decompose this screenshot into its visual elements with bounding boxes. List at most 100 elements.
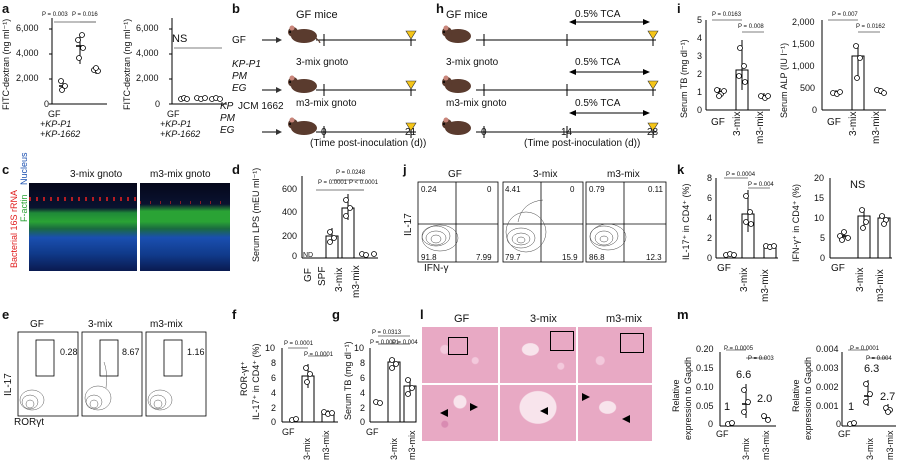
h-row2: 3-mix gnoto [446, 57, 499, 68]
i2-plot [821, 19, 887, 111]
h-tick-0: 0 [481, 127, 487, 138]
a2-group-gf: GF [167, 109, 180, 119]
k2-group-3mix: 3-mix [855, 267, 866, 292]
b-mouse-icon-3 [286, 116, 320, 136]
b-timeline [262, 30, 417, 138]
g-ytick-2: 4 [360, 388, 366, 398]
panel-k-label: k [677, 162, 685, 177]
j-gf-q2: 0 [487, 185, 492, 194]
j-ylabel: IL-17 [403, 213, 414, 236]
k1-ytick-1: 2 [707, 233, 713, 243]
m2-group-gf: GF [838, 429, 851, 439]
j-m3mix-q3: 86.8 [589, 253, 605, 262]
m1-ytick-0: 0 [708, 419, 714, 429]
e-title-m3mix: m3-mix [150, 319, 183, 330]
panel-c-label: c [2, 162, 10, 177]
l-he-gf-high [422, 385, 498, 441]
g-ytick-5: 10 [354, 343, 365, 353]
f-ytick-5: 10 [265, 343, 276, 353]
i2-ytick-0: 0 [812, 105, 818, 115]
i2-ytick-1: 500 [800, 83, 816, 93]
j-m3mix-q1: 0.79 [589, 185, 605, 194]
e-title-3mix: 3-mix [88, 319, 113, 330]
g-ytick-3: 6 [360, 373, 366, 383]
i1-ytick-3: 3 [697, 51, 703, 61]
a2-ytick-2: 4,000 [136, 48, 159, 58]
h-tca-3: 0.5% TCA [575, 98, 621, 109]
j-gf-q1: 0.24 [421, 185, 437, 194]
f-ylabel-2: IL-17⁺ in CD4⁺ (%) [251, 343, 261, 420]
a2-ytick-3: 6,000 [136, 23, 159, 33]
j-m3mix-q2: 0.11 [648, 185, 663, 194]
j-3mix-q4: 15.9 [562, 253, 578, 262]
i1-ytick-0: 0 [697, 105, 703, 115]
l-title-m3mix: m3-mix [606, 313, 643, 325]
i2-group-m3mix: m3-mix [871, 111, 882, 144]
b-tick-21: 21 [405, 127, 417, 138]
g-ytick-0: 0 [360, 417, 366, 427]
m1-ylabel-2: expression to Gapdh [683, 356, 693, 440]
e-title-gf: GF [30, 319, 44, 330]
h-xlabel: (Time post-inoculation (d)) [524, 138, 641, 149]
b-row2-mouse-label: 3-mix gnoto [296, 57, 349, 68]
m2-ylabel-2: expression to Gapdh [803, 356, 813, 440]
j-title-m3mix: m3-mix [607, 169, 640, 180]
f-group-gf: GF [282, 427, 295, 437]
i1-group-m3mix: m3-mix [755, 111, 766, 144]
m1-ytick-2: 0.10 [696, 382, 714, 392]
l-title-gf: GF [454, 313, 470, 325]
i2-ytick-4: 2,000 [792, 17, 815, 27]
i1-ytick-1: 1 [697, 87, 703, 97]
i2-pvalue-1: P = 0.007 [832, 12, 858, 18]
d-group-spf: SPF [317, 266, 328, 286]
a1-plot [49, 18, 107, 105]
i1-pvalue-2: P = 0.008 [738, 24, 764, 30]
k2-ytick-4: 20 [814, 173, 825, 183]
c-fluorescence-3mix [29, 183, 137, 271]
j-gf-q4: 7.99 [476, 253, 492, 262]
h-tick-14: 14 [561, 127, 573, 138]
g-plot [369, 335, 417, 423]
a1-group-kpp1: +KP-P1 [40, 119, 72, 129]
m2-pvalue-1: P = 0.0001 [850, 346, 880, 352]
k2-ylabel: IFN-γ⁺ in CD4⁺ (%) [791, 183, 801, 262]
i1-ytick-2: 2 [697, 69, 703, 79]
f-ytick-0: 0 [271, 417, 277, 427]
l-title-3mix: 3-mix [530, 313, 557, 325]
l-he-3mix-low [500, 327, 576, 383]
a2-ylabel: FITC-dextran (ng ml⁻¹) [122, 18, 132, 110]
panel-l-label: l [420, 307, 424, 322]
d-ytick-3: 600 [282, 184, 298, 194]
m1-fold-gf: 1 [724, 401, 731, 413]
a1-ytick-3: 6,000 [16, 23, 39, 33]
k1-ytick-2: 4 [707, 213, 713, 223]
a1-ytick-1: 2,000 [16, 73, 39, 83]
b-row3-name1: KP [220, 101, 234, 112]
j-title-3mix: 3-mix [533, 169, 558, 180]
m1-ytick-3: 0.15 [696, 363, 714, 373]
a2-ytick-1: 2,000 [136, 73, 159, 83]
j-3mix-q3: 79.7 [505, 253, 521, 262]
e-ylabel: IL-17 [3, 373, 14, 396]
a1-group-gf: GF [48, 109, 61, 119]
g-p-top: P = 0.0313 [372, 330, 402, 336]
d-p-top: P = 0.0248 [336, 170, 366, 176]
e-xlabel: RORγt [14, 417, 44, 428]
j-gf-q3: 91.8 [421, 253, 437, 262]
m1-pvalue-2: P = 0.003 [748, 356, 774, 362]
k2-ytick-2: 10 [814, 213, 825, 223]
m2-ytick-1: 0.001 [816, 401, 839, 411]
m1-fold-m3mix: 2.0 [757, 393, 773, 405]
b-row2-name1: KP-P1 [232, 59, 261, 70]
k1-group-m3mix: m3-mix [760, 269, 771, 302]
h-mouse-icon-3 [440, 116, 474, 136]
panel-h-label: h [436, 1, 444, 16]
i1-group-3mix: 3-mix [732, 111, 743, 136]
b-row3-name2: PM [220, 113, 235, 124]
panel-b-label: b [232, 1, 240, 16]
j-3mix-q2: 0 [570, 185, 575, 194]
k1-group-gf: GF [717, 263, 731, 274]
m2-fold-gf: 1 [848, 401, 855, 413]
panel-i-label: i [677, 1, 681, 16]
d-plot [301, 176, 378, 259]
